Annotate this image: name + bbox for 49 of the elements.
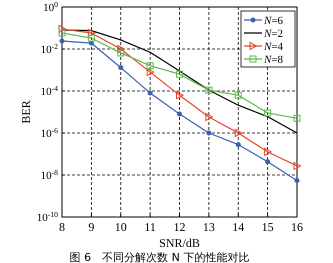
point: [265, 159, 270, 164]
point: [88, 28, 96, 37]
point: [264, 109, 272, 116]
point: [176, 70, 183, 78]
point: [146, 62, 154, 70]
point: [177, 112, 182, 117]
point: [236, 142, 241, 148]
point: [294, 114, 300, 122]
point: [176, 91, 184, 100]
point: [117, 45, 125, 53]
point: [117, 49, 124, 56]
point: [294, 178, 300, 184]
point: [294, 162, 301, 170]
point: [205, 112, 213, 121]
point: [205, 86, 212, 94]
legend-label: N=4: [263, 41, 284, 53]
point: [60, 38, 64, 44]
point: [88, 40, 94, 46]
x-tick-label: 8: [59, 220, 65, 234]
y-axis-title: BER: [19, 100, 33, 124]
y-tick-label: 10$^{-8}$: [40, 168, 58, 182]
y-tick-label: 10$^{-2}$: [40, 42, 58, 56]
point: [58, 24, 66, 33]
x-tick-label: 10: [114, 220, 127, 234]
point: [234, 129, 242, 137]
point: [206, 130, 212, 136]
text: 图 6 不同分解次数 N 下的性能对比: [70, 251, 250, 263]
point: [118, 65, 124, 70]
y-tick-label: 10$^{-4}$: [40, 84, 58, 98]
point: [58, 29, 66, 36]
point: [148, 90, 153, 96]
point: [264, 148, 272, 156]
y-tick-label: 10$^{-10}$: [36, 210, 58, 224]
legend-label: N=6: [263, 15, 284, 27]
x-tick-label: 12: [174, 220, 186, 234]
y-tick-label: 10$^{-6}$: [40, 126, 58, 140]
legend-label: N=8: [263, 54, 284, 66]
x-tick-label: 15: [262, 220, 274, 234]
x-tick-label: 14: [232, 220, 244, 234]
x-tick-label: 16: [291, 220, 303, 234]
x-tick-label: 9: [88, 220, 94, 234]
point: [234, 92, 242, 99]
point: [146, 68, 154, 76]
legend-label: N=2: [263, 28, 284, 40]
y-tick-label: 10$^{0}$: [43, 0, 58, 14]
x-tick-label: 13: [202, 220, 215, 234]
x-tick-label: 11: [144, 220, 156, 234]
x-axis-title: SNR/dB: [159, 236, 200, 250]
point: [88, 34, 95, 42]
